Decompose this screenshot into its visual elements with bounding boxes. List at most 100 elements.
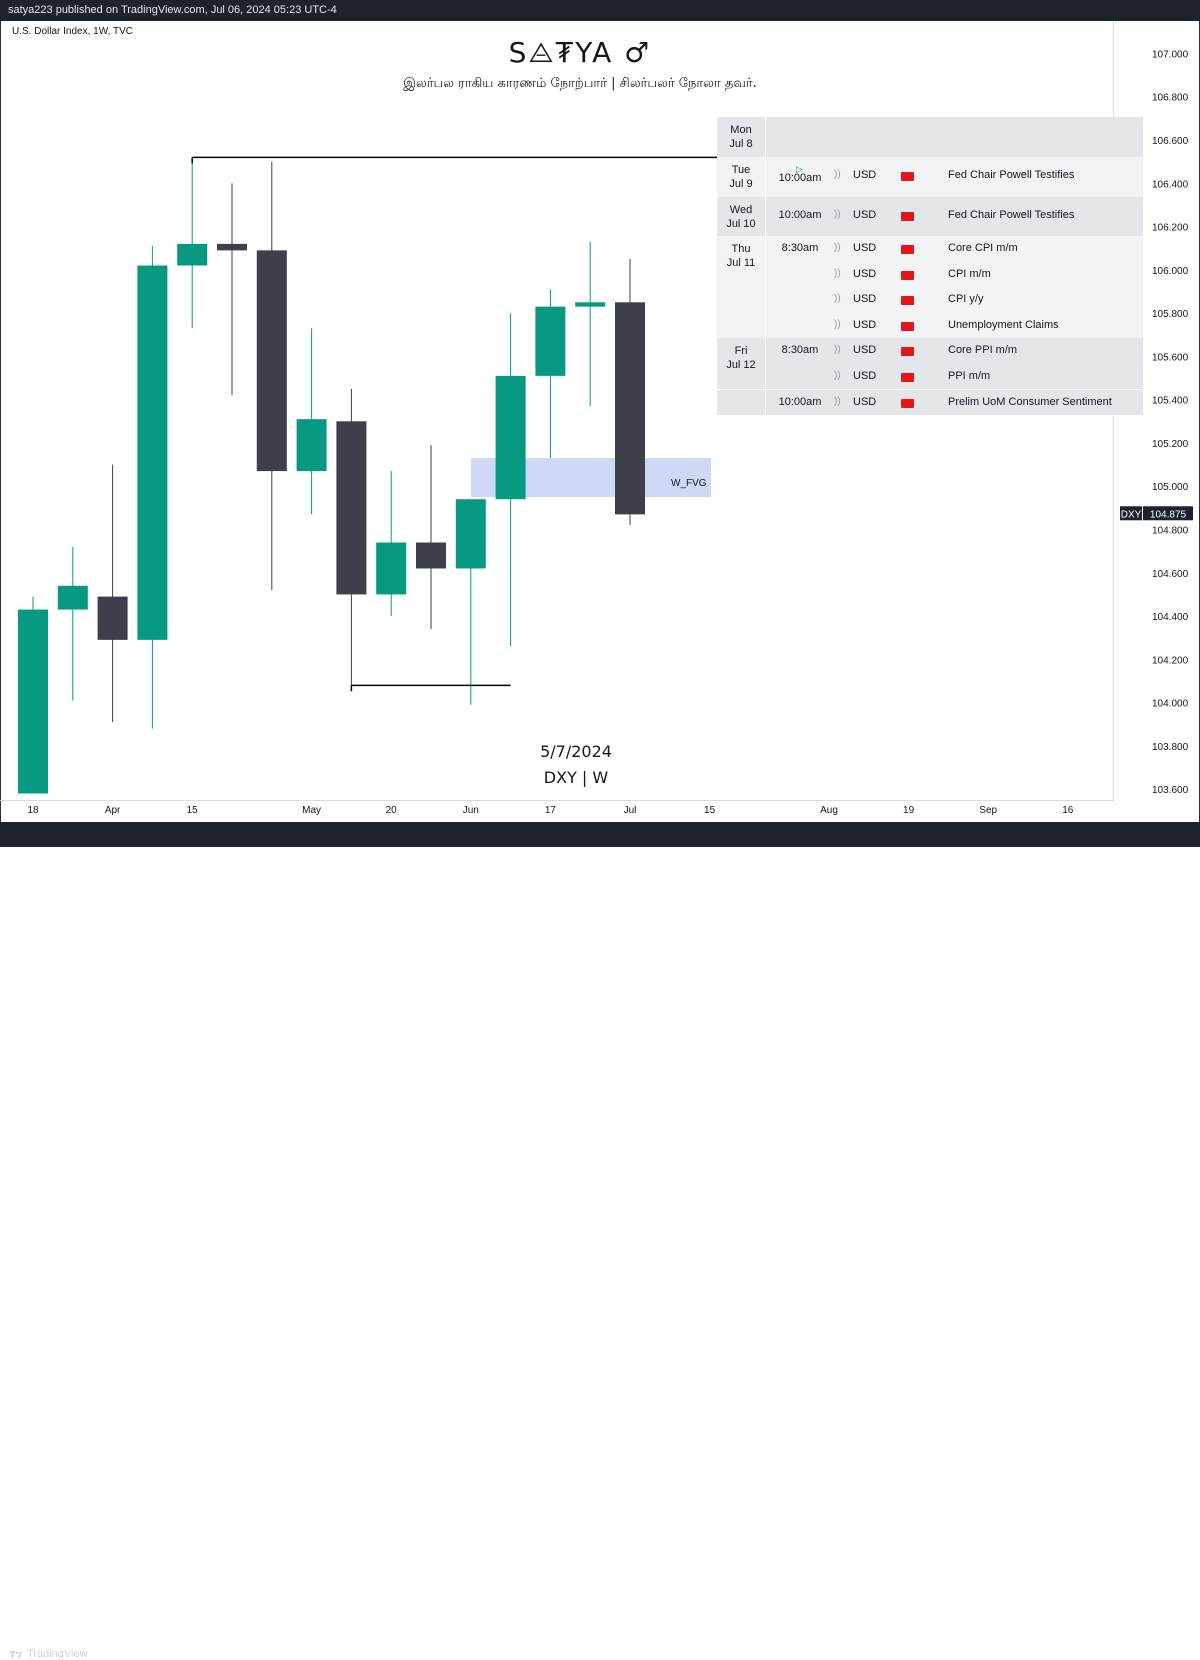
price-tag-value-bg — [1143, 506, 1193, 521]
calendar-group-wed: Wed Jul 10 10:00am )) USD Fed Chair Powel… — [717, 197, 1143, 236]
event-currency: USD — [853, 267, 877, 280]
x-tick-label: Jun — [463, 805, 479, 816]
calendar-day-label: Fri Jul 12 — [726, 345, 756, 371]
watermark-date: 5/7/2024 — [540, 742, 612, 761]
tradingview-brand[interactable]: TradingView — [10, 1648, 88, 1660]
event-currency: USD — [853, 293, 877, 305]
calendar-day-label: Tue Jul 9 — [729, 164, 753, 190]
y-tick-label: 105.800 — [1152, 309, 1189, 320]
candle-body — [296, 419, 327, 472]
candle-body — [336, 421, 367, 595]
candle-body — [615, 302, 645, 515]
impact-flag-icon — [901, 321, 914, 331]
sound-icon: )) — [834, 169, 841, 180]
calendar-event-row[interactable]: )) USD PPI m/m — [717, 364, 1143, 390]
sound-icon: )) — [834, 267, 841, 279]
candle-body — [575, 302, 606, 307]
footer-bar: TradingView — [0, 822, 1200, 1660]
publish-info: satya223 published on TradingView.com, J… — [8, 4, 337, 16]
price-tag-value: 104.875 — [1150, 509, 1187, 520]
y-tick-label: 107.000 — [1152, 49, 1189, 60]
calendar-event-row[interactable]: 8:30am )) USD Core CPI m/m — [781, 242, 1018, 254]
symbol-legend[interactable]: U.S. Dollar Index, 1W, TVC — [12, 26, 133, 37]
watermark-symbol: DXY | W — [543, 768, 609, 787]
calendar-group-mon: Mon Jul 8 — [717, 117, 1143, 157]
calendar-event-row[interactable]: 8:30am )) USD Core PPI m/m — [781, 344, 1018, 356]
candle-body — [217, 243, 247, 251]
x-tick-label: May — [302, 805, 321, 816]
y-tick-label: 105.400 — [1152, 396, 1189, 407]
x-tick-label: Apr — [105, 805, 121, 816]
x-tick-label: 17 — [545, 805, 557, 816]
calendar-event-row[interactable]: ▷ 10:00am )) USD Fed Chair Powell Testif… — [778, 164, 1075, 184]
candle-body — [495, 375, 526, 500]
calendar-day-label: Wed Jul 10 — [726, 204, 756, 230]
calendar-day-label: Mon Jul 8 — [729, 124, 753, 150]
event-name: Core CPI m/m — [948, 242, 1018, 254]
candle-body — [18, 609, 48, 794]
x-tick-label: 19 — [903, 805, 915, 816]
event-currency: USD — [853, 318, 877, 331]
y-tick-label: 104.000 — [1152, 699, 1189, 710]
sound-icon: )) — [834, 369, 841, 381]
calendar-event-row[interactable]: 10:00am )) USD Fed Chair Powell Testifie… — [778, 209, 1075, 221]
event-name: Fed Chair Powell Testifies — [948, 169, 1075, 181]
y-tick-label: 105.600 — [1152, 352, 1189, 363]
x-tick-label: 20 — [386, 805, 398, 816]
candle-body — [57, 585, 88, 610]
price-tag-symbol-bg — [1120, 506, 1142, 521]
event-name: PPI m/m — [948, 369, 991, 382]
impact-flag-icon — [901, 270, 914, 280]
watermark-title: S⨺₮YA ♂ — [508, 36, 652, 69]
calendar-event-row[interactable]: )) USD CPI m/m — [717, 262, 1143, 288]
fvg-label: W_FVG — [671, 478, 707, 489]
calendar-group-thu: Thu Jul 11 8:30am )) USD Core CPI m/m )) … — [717, 236, 1143, 338]
event-currency: USD — [853, 242, 877, 254]
candle-body — [455, 499, 486, 569]
impact-flag-icon — [901, 245, 914, 254]
sound-icon: )) — [834, 396, 841, 407]
sound-icon: )) — [834, 318, 841, 330]
calendar-event-row[interactable]: )) USD CPI y/y — [717, 287, 1143, 313]
impact-flag-icon — [901, 212, 914, 221]
x-tick-label: Jul — [624, 805, 637, 816]
y-tick-label: 106.200 — [1152, 223, 1189, 234]
candle-body — [177, 243, 208, 266]
x-tick-label: Aug — [820, 805, 838, 816]
candle-body — [376, 542, 407, 595]
impact-flag-icon — [901, 399, 914, 408]
calendar-event-row[interactable]: )) USD Unemployment Claims — [717, 313, 1143, 339]
calendar-day-label: Thu Jul 11 — [726, 243, 756, 269]
y-tick-label: 104.200 — [1152, 655, 1189, 666]
event-name: CPI y/y — [948, 293, 984, 305]
event-name: Fed Chair Powell Testifies — [948, 209, 1075, 221]
impact-flag-icon — [901, 172, 914, 181]
sound-icon: )) — [834, 209, 841, 220]
y-tick-label: 105.200 — [1152, 439, 1189, 450]
candle-body — [256, 250, 287, 472]
sound-icon: )) — [834, 242, 841, 253]
y-tick-label: 106.800 — [1152, 93, 1189, 104]
tradingview-logo-icon — [10, 1651, 22, 1658]
event-currency: USD — [853, 344, 877, 356]
x-tick-label: Sep — [979, 805, 997, 816]
candle-body — [97, 596, 128, 640]
event-name: Core PPI m/m — [948, 344, 1018, 356]
y-tick-label: 104.600 — [1152, 569, 1189, 580]
event-name: Prelim UoM Consumer Sentiment — [948, 396, 1112, 408]
calendar-event-row[interactable]: 10:00am )) USD Prelim UoM Consumer Senti… — [717, 389, 1143, 416]
y-tick-label: 104.800 — [1152, 526, 1189, 537]
candle-body — [137, 265, 168, 640]
publish-bar: satya223 published on TradingView.com, J… — [0, 0, 1200, 21]
y-tick-label: 106.400 — [1152, 179, 1189, 190]
candlestick-chart[interactable]: 107.000 106.800 106.600 106.400 106.200 106.0… — [0, 0, 1200, 847]
event-currency: USD — [853, 169, 877, 181]
event-currency: USD — [853, 369, 877, 382]
play-icon: ▷ — [796, 164, 803, 174]
x-tick-label: 15 — [704, 805, 716, 816]
x-tick-label: 15 — [187, 805, 199, 816]
impact-flag-icon — [901, 347, 914, 356]
price-tag-symbol: DXY — [1121, 509, 1142, 520]
impact-flag-icon — [901, 372, 914, 382]
candle-body — [535, 306, 566, 376]
